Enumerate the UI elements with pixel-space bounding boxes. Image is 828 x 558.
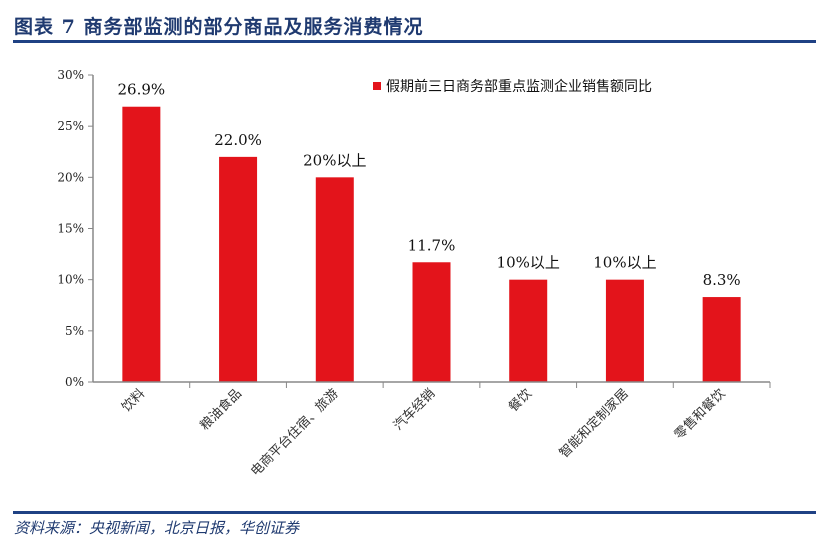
x-tick-label: 粮油食品 <box>197 386 245 434</box>
y-tick-label: 5% <box>65 324 84 338</box>
data-label: 11.7% <box>408 236 456 254</box>
footer-rule <box>13 511 816 514</box>
y-tick-label: 25% <box>57 119 84 133</box>
y-tick-label: 20% <box>57 170 84 184</box>
data-label: 22.0% <box>214 131 262 149</box>
bar <box>315 177 354 382</box>
data-label: 10%以上 <box>593 254 656 272</box>
x-tick-label: 汽车经销 <box>390 386 438 434</box>
y-tick-label: 0% <box>65 375 84 389</box>
x-tick-label: 饮料 <box>119 386 148 415</box>
x-tick-label: 智能和定制家居 <box>556 386 632 462</box>
y-tick-label: 15% <box>57 222 84 236</box>
bar <box>702 297 741 382</box>
bar <box>605 279 644 382</box>
legend-swatch <box>373 82 381 90</box>
data-label: 10%以上 <box>497 254 560 272</box>
bar <box>219 156 258 382</box>
bar <box>122 106 161 383</box>
bar <box>412 262 451 382</box>
data-label: 8.3% <box>703 271 741 289</box>
figure-title: 图表 7 商务部监测的部分商品及服务消费情况 <box>14 16 424 38</box>
x-tick-label: 电商平台住宿、旅游 <box>248 386 342 480</box>
source-note: 资料来源：央视新闻，北京日报，华创证券 <box>14 519 300 537</box>
title-rule <box>13 40 816 43</box>
y-tick-label: 10% <box>57 273 84 287</box>
data-label: 26.9% <box>118 81 166 99</box>
bar <box>509 279 548 382</box>
y-tick-label: 30% <box>57 68 84 82</box>
x-tick-label: 餐饮 <box>505 386 535 416</box>
data-label: 20%以上 <box>303 151 366 169</box>
x-tick-label: 零售和餐饮 <box>671 386 728 443</box>
legend-label: 假期前三日商务部重点监测企业销售额同比 <box>386 78 652 95</box>
